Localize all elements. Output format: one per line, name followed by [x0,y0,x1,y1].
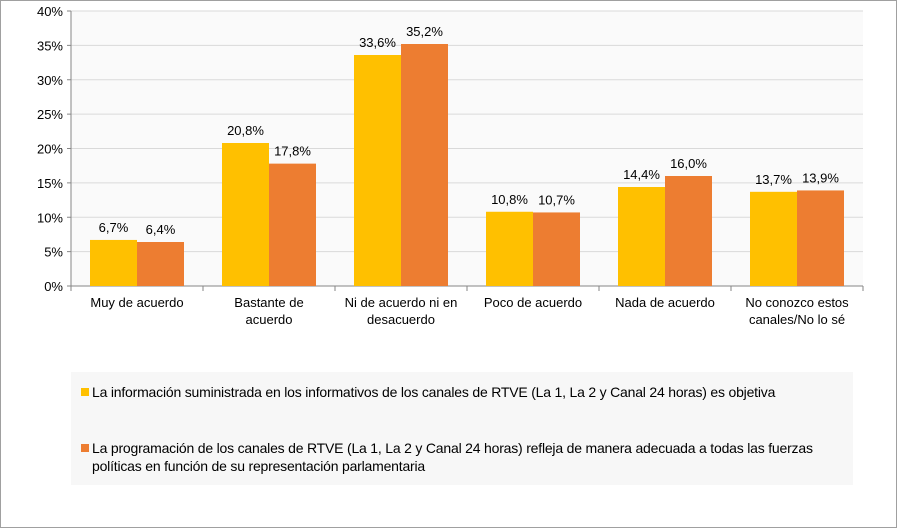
legend-label: La información suministrada en los infor… [92,384,776,400]
legend-item-series-2: La programación de los canales de RTVE (… [81,439,845,475]
y-tick-label: 40% [37,4,63,19]
x-tick-label: canales/No lo sé [749,312,845,327]
y-tick-label: 30% [37,73,63,88]
x-tick-label: acuerdo [246,312,293,327]
legend-label: La programación de los canales de RTVE (… [92,440,813,474]
x-tick-label: Nada de acuerdo [615,295,715,310]
legend-item-series-1: La información suministrada en los infor… [81,383,845,401]
legend-swatch-yellow [81,388,89,396]
bar [618,187,665,286]
x-tick-label: Muy de acuerdo [90,295,183,310]
bar [797,190,844,286]
bar [354,55,401,286]
y-tick-label: 5% [44,245,63,260]
bar [665,176,712,286]
data-label: 33,6% [359,35,396,50]
data-label: 6,4% [146,222,176,237]
data-label: 20,8% [227,123,264,138]
data-label: 10,8% [491,192,528,207]
x-tick-label: Poco de acuerdo [484,295,582,310]
data-label: 10,7% [538,192,575,207]
x-tick-label: Bastante de [234,295,303,310]
x-tick-label: desacuerdo [367,312,435,327]
data-label: 13,9% [802,170,839,185]
bar [533,212,580,286]
data-label: 35,2% [406,24,443,39]
x-tick-label: No conozco estos [745,295,849,310]
data-label: 6,7% [99,220,129,235]
bar [269,163,316,286]
bar [222,143,269,286]
data-label: 17,8% [274,144,311,159]
bar [137,242,184,286]
x-tick-label: Ni de acuerdo ni en [345,295,458,310]
y-tick-label: 35% [37,38,63,53]
y-tick-label: 10% [37,210,63,225]
bar [90,239,137,286]
legend-swatch-orange [81,444,89,452]
y-tick-label: 20% [37,142,63,157]
legend: La información suministrada en los infor… [71,372,853,485]
data-label: 13,7% [755,172,792,187]
y-tick-label: 0% [44,279,63,294]
bar [750,191,797,286]
bar [401,44,448,286]
data-label: 16,0% [670,156,707,171]
bar [486,211,533,286]
y-tick-label: 25% [37,107,63,122]
data-label: 14,4% [623,167,660,182]
bar-chart: 0% 5% 10% 15% 20% 25% 30% 35% 40% 6,7% 6,4% Muy de … [37,4,864,327]
y-tick-label: 15% [37,176,63,191]
